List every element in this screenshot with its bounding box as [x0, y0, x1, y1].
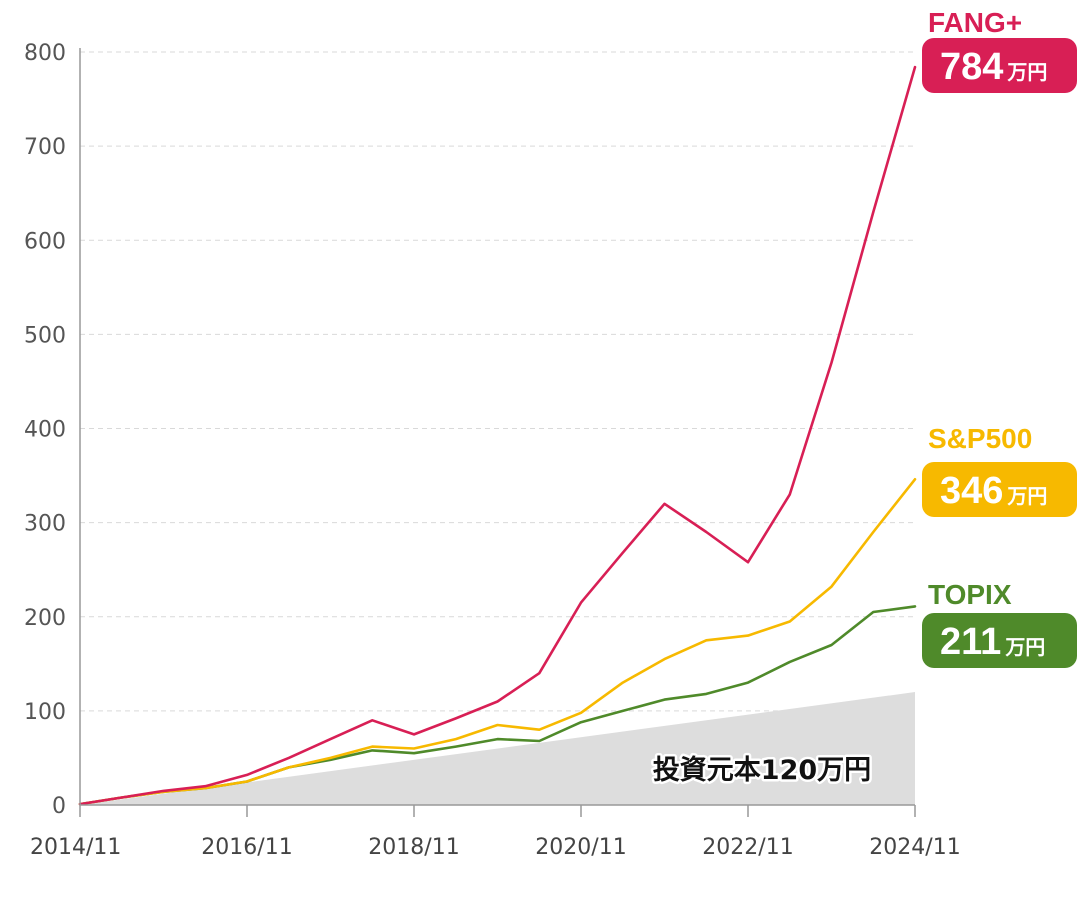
- value-badge-sp500: [922, 462, 1077, 517]
- y-tick-label: 200: [24, 606, 66, 631]
- value-unit: 万円: [1006, 60, 1047, 84]
- axes: 0 100 200 300 400 500 600 700 800 2014/11 2016/11 2…: [24, 41, 961, 860]
- series-name-topix: TOPIX: [928, 579, 1012, 610]
- x-tick-label: 2020/11: [535, 835, 626, 860]
- principal-label: 投資元本120万円: [653, 755, 871, 786]
- principal-area-layer: 投資元本120万円: [80, 692, 915, 805]
- end-value: 211: [940, 621, 1001, 663]
- y-tick-label: 300: [24, 512, 66, 537]
- series-name-fang: FANG+: [928, 7, 1022, 38]
- principal-area: [80, 692, 915, 805]
- y-tick-label: 100: [24, 700, 66, 725]
- y-tick-label: 0: [52, 794, 66, 819]
- y-tick-label: 700: [24, 135, 66, 160]
- end-value: 784: [940, 46, 1003, 88]
- value-badge-text: 211 万円: [940, 621, 1045, 663]
- series-lines: [78, 65, 917, 806]
- x-tick-label: 2024/11: [869, 835, 960, 860]
- y-tick-label: 800: [24, 41, 66, 66]
- gridlines: [80, 51, 915, 712]
- y-tick-label: 500: [24, 323, 66, 348]
- x-tick-label: 2022/11: [702, 835, 793, 860]
- value-unit: 万円: [1004, 635, 1045, 659]
- x-tick-label: 2016/11: [201, 835, 292, 860]
- value-badge-text: 784 万円: [940, 46, 1047, 88]
- y-tick-label: 600: [24, 229, 66, 254]
- x-tick-label: 2014/11: [30, 835, 121, 860]
- x-tick-label: 2018/11: [368, 835, 459, 860]
- y-tick-label: 400: [24, 418, 66, 443]
- value-badge-text: 346 万円: [940, 470, 1047, 512]
- series-name-sp500: S&P500: [928, 423, 1032, 454]
- series-line-fang: [78, 65, 917, 806]
- end-value: 346: [940, 470, 1003, 512]
- value-badge-fang: [922, 38, 1077, 93]
- value-unit: 万円: [1006, 484, 1047, 508]
- value-badge-topix: [922, 613, 1077, 668]
- series-line-sp500: [78, 477, 917, 806]
